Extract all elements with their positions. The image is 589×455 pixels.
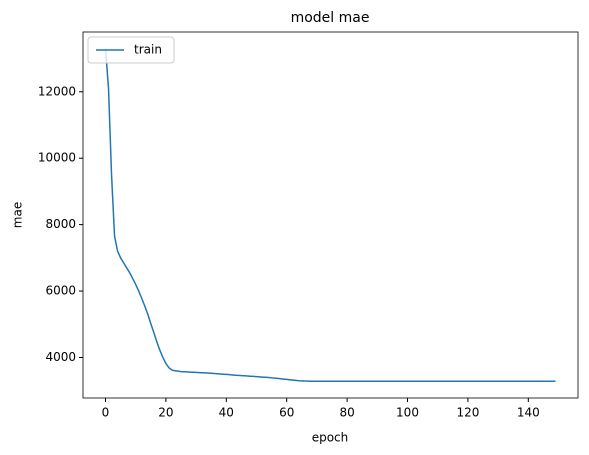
y-tick-label: 4000 — [45, 350, 76, 364]
x-axis-label: epoch — [312, 431, 349, 445]
x-tick-label: 0 — [102, 406, 110, 420]
x-tick-label: 100 — [396, 406, 419, 420]
y-tick-label: 12000 — [38, 84, 76, 98]
x-tick-label: 140 — [517, 406, 540, 420]
y-tick-label: 10000 — [38, 151, 76, 165]
legend-label: train — [134, 43, 162, 57]
legend-box — [87, 36, 175, 64]
chart-title: model mae — [291, 10, 370, 26]
y-axis-label: mae — [11, 202, 25, 228]
y-tick-label: 8000 — [45, 217, 76, 231]
x-tick-label: 120 — [456, 406, 479, 420]
line-series — [104, 48, 556, 382]
x-tick-label: 60 — [279, 406, 294, 420]
x-tick-label: 80 — [339, 406, 354, 420]
x-tick-label: 40 — [219, 406, 234, 420]
x-tick-label: 20 — [158, 406, 173, 420]
y-tick-label: 6000 — [45, 284, 76, 298]
plot-frame — [82, 31, 579, 399]
